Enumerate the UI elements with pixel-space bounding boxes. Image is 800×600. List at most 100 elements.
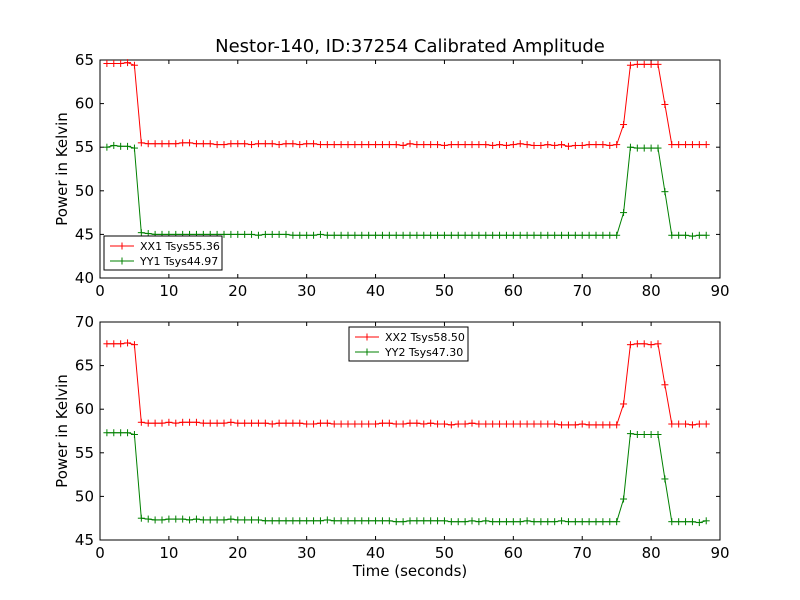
data-point — [399, 141, 407, 149]
data-point — [489, 141, 497, 149]
x-tick-label: 50 — [435, 282, 454, 300]
data-point — [461, 420, 469, 428]
y-axis-label: Power in Kelvin — [53, 112, 71, 226]
data-point — [592, 141, 600, 149]
data-point — [378, 517, 386, 525]
data-point — [454, 231, 462, 239]
y-axis-label: Power in Kelvin — [53, 374, 71, 488]
data-point — [537, 141, 545, 149]
data-point — [427, 141, 435, 149]
data-point — [633, 60, 641, 68]
data-point — [502, 231, 510, 239]
y-tick-label: 40 — [75, 269, 94, 287]
data-point — [668, 231, 676, 239]
data-point — [585, 518, 593, 526]
data-point — [661, 188, 669, 196]
data-point — [668, 518, 676, 526]
data-point — [234, 230, 242, 238]
data-point — [186, 516, 194, 524]
data-point — [571, 231, 579, 239]
data-point — [172, 140, 180, 148]
data-point — [599, 421, 607, 429]
data-point — [647, 341, 655, 349]
data-point — [551, 518, 559, 526]
data-point — [344, 420, 352, 428]
data-point — [261, 419, 269, 427]
data-point — [289, 231, 297, 239]
data-point — [275, 141, 283, 149]
data-point — [241, 230, 249, 238]
data-point — [316, 230, 324, 238]
data-point — [413, 141, 421, 149]
data-point — [261, 517, 269, 525]
data-point — [254, 516, 262, 524]
data-point — [613, 518, 621, 526]
data-point — [337, 231, 345, 239]
data-point — [440, 420, 448, 428]
data-point — [447, 141, 455, 149]
data-point — [365, 517, 373, 525]
data-point — [117, 429, 125, 437]
data-point — [461, 141, 469, 149]
data-point — [310, 420, 318, 428]
data-point — [647, 430, 655, 438]
data-point — [358, 517, 366, 525]
data-point — [358, 231, 366, 239]
data-point — [275, 419, 283, 427]
data-point — [165, 140, 173, 148]
data-point — [702, 231, 710, 239]
y-tick-label: 45 — [75, 531, 94, 549]
x-tick-label: 80 — [642, 282, 661, 300]
data-point — [496, 420, 504, 428]
data-point — [385, 231, 393, 239]
data-point — [199, 516, 207, 524]
data-point — [654, 144, 662, 152]
data-point — [199, 140, 207, 148]
data-point — [496, 141, 504, 149]
data-point — [516, 140, 524, 148]
x-tick-label: 40 — [366, 544, 385, 562]
data-point — [599, 231, 607, 239]
x-tick-label: 20 — [228, 282, 247, 300]
data-point — [413, 419, 421, 427]
data-point — [316, 419, 324, 427]
y-tick-label: 50 — [75, 182, 94, 200]
data-point — [654, 340, 662, 348]
x-tick-label: 0 — [95, 544, 105, 562]
data-point — [489, 518, 497, 526]
data-point — [447, 518, 455, 526]
data-point — [647, 144, 655, 152]
data-point — [399, 518, 407, 526]
data-point — [447, 231, 455, 239]
data-point — [475, 420, 483, 428]
x-tick-label: 60 — [504, 544, 523, 562]
data-point — [606, 231, 614, 239]
data-point — [316, 517, 324, 525]
data-point — [378, 141, 386, 149]
data-point — [124, 339, 132, 347]
data-point — [110, 429, 118, 437]
data-point — [206, 419, 214, 427]
data-point — [130, 430, 138, 438]
data-point — [537, 231, 545, 239]
x-tick-label: 70 — [573, 282, 592, 300]
data-point — [406, 419, 414, 427]
data-point — [110, 141, 118, 149]
data-point — [213, 141, 221, 149]
data-point — [695, 519, 703, 527]
data-point — [365, 231, 373, 239]
data-point — [330, 231, 338, 239]
data-point — [502, 420, 510, 428]
data-point — [592, 421, 600, 429]
data-point — [358, 141, 366, 149]
data-point — [172, 419, 180, 427]
data-point — [509, 518, 517, 526]
data-point — [440, 517, 448, 525]
data-point — [695, 231, 703, 239]
data-point — [392, 231, 400, 239]
data-point — [227, 515, 235, 523]
chart-title: Nestor-140, ID:37254 Calibrated Amplitud… — [215, 36, 605, 57]
data-point — [427, 231, 435, 239]
data-point — [296, 419, 304, 427]
